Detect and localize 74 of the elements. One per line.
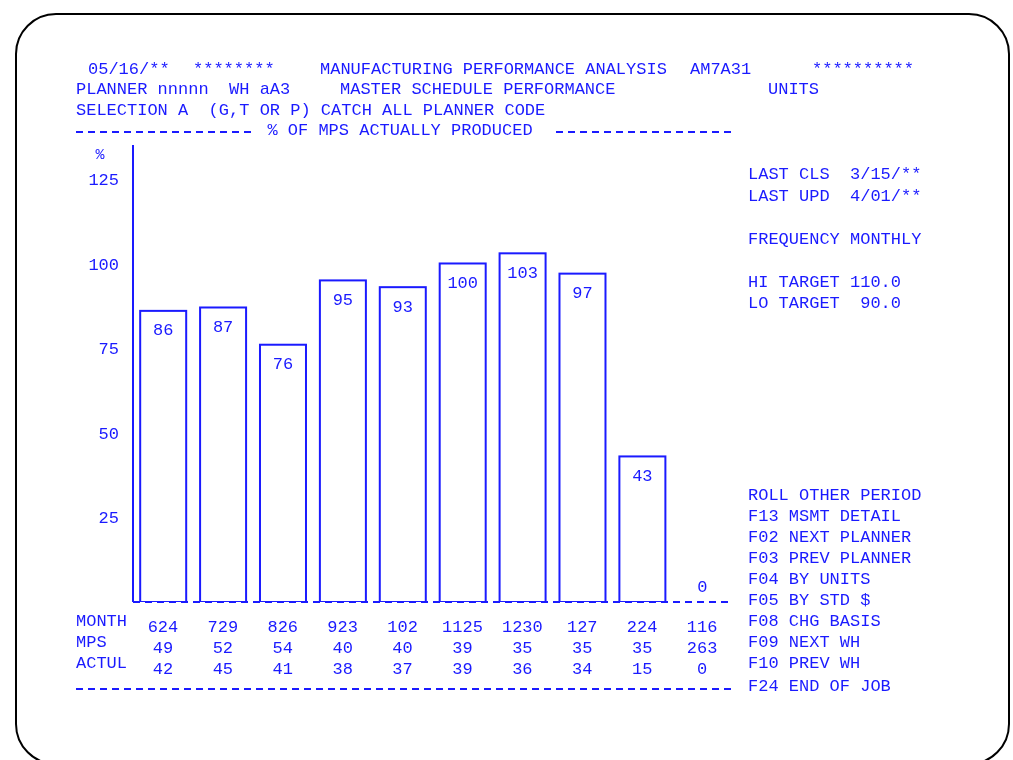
text: MPS (76, 633, 107, 653)
data-label: 95 (332, 290, 354, 310)
text: 37 (392, 660, 413, 680)
text: 36 (512, 660, 533, 680)
x-tick-label: 729 (207, 618, 239, 638)
x-tick-label: 127 (566, 618, 598, 638)
text: 39 (452, 639, 473, 659)
data-label: 43 (632, 466, 653, 486)
text: LO TARGET 90.0 (748, 294, 902, 314)
text: 52 (212, 639, 234, 659)
data-label: 103 (507, 263, 538, 283)
y-tick-label: 50 (98, 424, 119, 444)
text: F05 BY STD $ (748, 591, 871, 611)
text: HI TARGET 110.0 (748, 273, 902, 293)
text: MASTER SCHEDULE PERFORMANCE (340, 80, 616, 100)
text: 35 (631, 639, 653, 659)
data-label: 87 (212, 317, 234, 337)
x-tick-label: 102 (387, 618, 418, 638)
y-tick-label: 75 (98, 340, 119, 360)
text: FREQUENCY MONTHLY (748, 230, 922, 250)
data-label: 86 (152, 321, 174, 341)
text: F04 BY UNITS (748, 570, 871, 590)
text: 40 (392, 639, 413, 659)
data-label: 76 (272, 355, 294, 375)
y-tick-label: 25 (98, 509, 119, 529)
chart-title: MANUFACTURING PERFORMANCE ANALYSIS (320, 60, 667, 80)
text: F03 PREV PLANNER (748, 549, 912, 569)
chart-subtitle: % OF MPS ACTUALLY PRODUCED (267, 121, 533, 141)
text: F09 NEXT WH (748, 633, 861, 653)
text: 41 (272, 660, 293, 680)
text: 54 (272, 639, 293, 659)
text: 15 (631, 660, 653, 680)
text: 35 (512, 639, 533, 659)
text: F24 END OF JOB (748, 677, 891, 697)
x-tick-label: 624 (147, 618, 179, 638)
text: ACTUL (76, 654, 128, 674)
data-label: 0 (697, 578, 708, 598)
text: 40 (332, 639, 353, 659)
x-tick-label: 923 (327, 618, 358, 638)
text: 45 (212, 660, 234, 680)
text: 42 (152, 660, 174, 680)
text: ******** (193, 60, 275, 80)
text: 34 (572, 660, 593, 680)
text: F13 MSMT DETAIL (748, 507, 902, 527)
text: LAST UPD 4/01/** (748, 187, 922, 207)
text: 263 (686, 639, 718, 659)
text: 49 (152, 639, 174, 659)
text: LAST CLS 3/15/** (748, 165, 922, 185)
data-label: 97 (572, 284, 593, 304)
text: SELECTION A (G,T OR P) CATCH ALL PLANNER CODE (76, 101, 546, 121)
y-tick-label: 100 (88, 255, 119, 275)
text: F10 PREV WH (748, 654, 861, 674)
x-tick-label: 1125 (442, 618, 483, 638)
text: F02 NEXT PLANNER (748, 528, 912, 548)
text: 39 (452, 660, 473, 680)
text: MONTH (76, 612, 128, 632)
text: F08 CHG BASIS (748, 612, 881, 632)
text: 05/16/** (88, 60, 170, 80)
text: UNITS (768, 80, 820, 100)
x-tick-label: 224 (626, 618, 658, 638)
text: ROLL OTHER PERIOD (748, 486, 922, 506)
x-tick-label: 116 (686, 618, 718, 638)
x-tick-label: 826 (267, 618, 299, 638)
text: 38 (332, 660, 353, 680)
data-label: 100 (447, 273, 478, 293)
y-tick-label: 125 (88, 170, 119, 190)
text: 35 (572, 639, 593, 659)
data-label: 93 (392, 297, 413, 317)
x-tick-label: 1230 (501, 618, 543, 638)
text: PLANNER nnnnn WH aA3 (76, 80, 291, 100)
text: ********** (812, 60, 915, 80)
text: AM7A31 (690, 60, 752, 80)
y-axis-title: % (95, 146, 106, 164)
text: 0 (696, 660, 708, 680)
